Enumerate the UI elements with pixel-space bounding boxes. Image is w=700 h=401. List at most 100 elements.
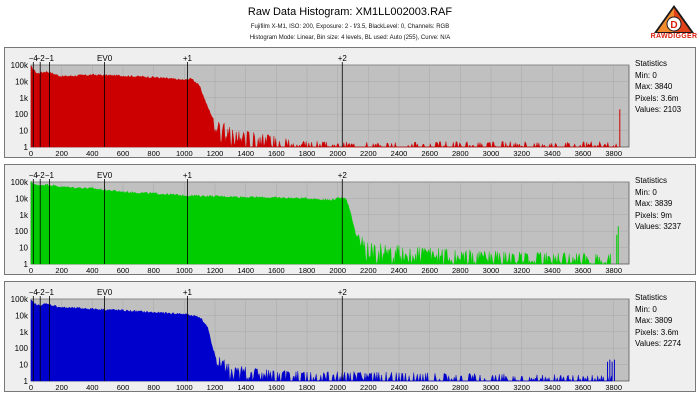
ev-marker-label: EV0 xyxy=(97,54,113,63)
x-tick-label: 2600 xyxy=(421,149,438,158)
ev-marker-label: −4 xyxy=(29,288,39,297)
stats-pixels: Pixels: 3.6m xyxy=(635,327,681,339)
y-tick-label: 10k xyxy=(15,311,29,320)
stats-min-value: 0 xyxy=(652,304,657,314)
stats-min: Min: 0 xyxy=(635,70,681,82)
x-tick-label: 1600 xyxy=(268,266,285,275)
x-tick-label: 1600 xyxy=(268,149,285,158)
ev-marker-label: −2 xyxy=(36,171,46,180)
green-histogram-chart: 1 10 100 1k 10k 100k 0 200 400 600 800 1000 1200 1400… xyxy=(11,171,630,275)
green-histogram-panel: 1 10 100 1k 10k 100k 0 200 400 600 800 1000 1200 1400… xyxy=(4,164,696,275)
y-tick-label: 10 xyxy=(19,361,28,370)
x-tick-label: 800 xyxy=(147,383,160,392)
stats-values-label: Values: xyxy=(635,339,664,348)
x-tick-label: 1800 xyxy=(299,383,316,392)
stats-values-label: Values: xyxy=(635,105,664,114)
histogram-area xyxy=(30,65,619,148)
ev-marker-label: −1 xyxy=(45,171,55,180)
x-tick-label: 1000 xyxy=(176,266,193,275)
stats-pixels: Pixels: 3.6m xyxy=(635,93,681,105)
ev-marker-label: −1 xyxy=(45,288,55,297)
x-tick-label: 3200 xyxy=(513,383,530,392)
y-tick-label: 100k xyxy=(11,61,29,70)
histogram-mode-line: Histogram Mode: Linear, Bin size: 4 leve… xyxy=(249,35,451,41)
x-tick-label: 2000 xyxy=(329,266,346,275)
ev-marker-label: −4 xyxy=(29,54,39,63)
stats-title: Statistics xyxy=(635,59,668,68)
x-tick-label: 1200 xyxy=(207,266,224,275)
stats-pixels: Pixels: 9m xyxy=(635,210,681,222)
stats-values-value: 2274 xyxy=(663,339,682,348)
x-tick-label: 2400 xyxy=(391,266,408,275)
x-tick-label: 1400 xyxy=(237,383,254,392)
histogram-area xyxy=(30,299,613,382)
x-tick-label: 600 xyxy=(117,383,130,392)
x-tick-label: 3200 xyxy=(513,149,530,158)
rawdigger-logo: D xyxy=(654,5,694,33)
stats-min-label: Min: xyxy=(635,304,653,314)
x-tick-label: 2400 xyxy=(391,383,408,392)
x-tick-label: 400 xyxy=(86,149,99,158)
y-tick-label: 100 xyxy=(15,110,29,119)
y-tick-label: 10 xyxy=(19,244,28,253)
blue-histogram-panel: 1 10 100 1k 10k 100k 0 200 400 600 800 1000 1200 1400… xyxy=(4,281,696,392)
x-tick-label: 800 xyxy=(147,266,160,275)
x-tick-label: 1000 xyxy=(176,383,193,392)
x-tick-label: 3800 xyxy=(605,266,622,275)
logo-letter: D xyxy=(670,20,677,31)
x-tick-label: 3000 xyxy=(483,149,500,158)
stats-pixels-label: Pixels: xyxy=(635,327,661,337)
stats-max: Max: 3809 xyxy=(635,315,681,327)
blue-statistics: Statistics Min: 0 Max: 3809 Pixels: 3.6m… xyxy=(635,292,681,350)
ev-marker-label: −2 xyxy=(36,288,46,297)
ev-marker-label: +2 xyxy=(338,171,348,180)
stats-min-label: Min: xyxy=(635,70,653,80)
x-tick-label: 200 xyxy=(55,266,68,275)
x-tick-label: 600 xyxy=(117,149,130,158)
y-tick-label: 1k xyxy=(20,211,29,220)
x-tick-label: 3600 xyxy=(575,149,592,158)
x-tick-label: 3200 xyxy=(513,266,530,275)
x-tick-label: 3400 xyxy=(544,149,561,158)
x-tick-label: 0 xyxy=(29,149,33,158)
x-tick-label: 0 xyxy=(29,383,33,392)
x-tick-label: 1200 xyxy=(207,149,224,158)
y-tick-label: 1k xyxy=(20,94,29,103)
stats-values-label: Values: xyxy=(635,222,664,231)
stats-title: Statistics xyxy=(635,176,668,185)
x-tick-label: 0 xyxy=(29,266,33,275)
x-tick-label: 1000 xyxy=(176,149,193,158)
x-tick-label: 2400 xyxy=(391,149,408,158)
y-tick-label: 10 xyxy=(19,127,28,136)
x-tick-label: 600 xyxy=(117,266,130,275)
x-tick-label: 800 xyxy=(147,149,160,158)
red-histogram-chart: 1 10 100 1k 10k 100k 0 200 400 600 800 1000 1200 1400… xyxy=(11,54,630,158)
x-tick-label: 1400 xyxy=(237,266,254,275)
stats-values-value: 2103 xyxy=(663,105,682,114)
x-tick-label: 1400 xyxy=(237,149,254,158)
stats-pixels-value: 3.6m xyxy=(660,327,679,337)
stats-min: Min: 0 xyxy=(635,304,681,316)
stats-title: Statistics xyxy=(635,293,668,302)
x-tick-label: 3400 xyxy=(544,383,561,392)
camera-info-line: Fujifilm X-M1, ISO: 200, Exposure: 2 - f… xyxy=(250,24,450,30)
y-tick-label: 100 xyxy=(15,344,29,353)
x-tick-label: 2800 xyxy=(452,383,469,392)
stats-values: Values: 2274 xyxy=(635,338,681,350)
x-tick-label: 2000 xyxy=(329,149,346,158)
x-tick-label: 2200 xyxy=(360,149,377,158)
stats-min-label: Min: xyxy=(635,187,653,197)
x-tick-label: 400 xyxy=(86,383,99,392)
chart-title: Raw Data Histogram: XM1LL002003.RAF xyxy=(247,6,453,18)
stats-max: Max: 3840 xyxy=(635,81,681,93)
x-tick-label: 200 xyxy=(55,383,68,392)
stats-max: Max: 3839 xyxy=(635,198,681,210)
ev-marker-label: EV0 xyxy=(97,171,113,180)
x-tick-label: 1600 xyxy=(268,383,285,392)
stats-max-value: 3839 xyxy=(654,199,673,208)
ev-marker-label: +1 xyxy=(183,288,193,297)
stats-pixels-label: Pixels: xyxy=(635,93,661,103)
red-histogram-panel: 1 10 100 1k 10k 100k 0 200 400 600 800 1000 1200 1400… xyxy=(4,47,696,158)
x-tick-label: 3600 xyxy=(575,383,592,392)
stats-min-value: 0 xyxy=(652,70,657,80)
